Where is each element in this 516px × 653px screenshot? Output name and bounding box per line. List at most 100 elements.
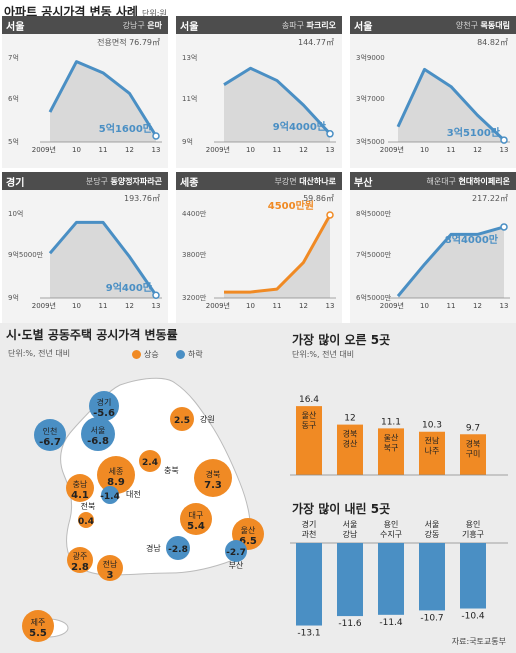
end-point xyxy=(326,130,334,138)
x-tick-label: 13 xyxy=(326,146,335,154)
region-name: 경북 xyxy=(206,469,221,479)
x-tick-label: 10 xyxy=(420,146,429,154)
korea-map: 경기-5.6 인천-6.7 서울-6.8 2.5 강원 2.4 충북 세종8.9 충남4.1 -1… xyxy=(22,377,264,642)
x-tick-label: 2009년 xyxy=(380,145,404,154)
down-bar-label: 경기 xyxy=(302,519,317,529)
up-bar-label: 경북 xyxy=(466,438,481,448)
x-tick-label: 12 xyxy=(473,146,482,154)
x-tick-label: 11 xyxy=(273,146,282,154)
series-line xyxy=(396,67,506,142)
region-name: 경기 xyxy=(97,397,112,407)
panel-district: 송파구 xyxy=(281,21,304,30)
top5-up-title: 가장 많이 오른 5곳 xyxy=(292,333,391,347)
x-tick-label: 2009년 xyxy=(32,301,56,310)
region-value: 5.4 xyxy=(187,521,205,532)
panel-apartment: 동양정자파라곤 xyxy=(110,177,162,186)
panel-area: 84.82㎡ xyxy=(477,38,508,47)
panel-region: 부산 xyxy=(354,178,373,189)
region-name: 대구 xyxy=(189,511,204,520)
series-line xyxy=(48,220,158,297)
region-bubble xyxy=(78,512,94,528)
top5-up-unit: 단위:%, 전년 대비 xyxy=(292,350,355,359)
top5-down-title: 가장 많이 내린 5곳 xyxy=(292,502,391,516)
panel-place: 강남구 은마 xyxy=(123,20,162,31)
down-bar-label: 용인 xyxy=(384,519,399,529)
y-tick-label: 3억5000 xyxy=(356,138,385,146)
y-tick-label: 13억 xyxy=(182,54,197,62)
series-line xyxy=(224,214,332,294)
region-bubble xyxy=(66,474,94,502)
panel-apartment: 목동대림 xyxy=(480,21,510,30)
region-bubble xyxy=(139,450,161,472)
panel-district: 분당구 xyxy=(85,177,108,186)
y-tick-label: 6억 xyxy=(8,95,19,103)
region-name: 전남 xyxy=(103,559,118,569)
panel-district: 양천구 xyxy=(455,21,478,30)
region-name: 충북 xyxy=(164,466,179,475)
y-tick-label: 6억5000만 xyxy=(356,293,392,302)
panel-area: 59.86㎡ xyxy=(303,194,334,203)
region-name: 전북 xyxy=(81,501,96,511)
line-chart: 13억 11억 9억 2009년 10 11 12 13 9억4000만 xyxy=(182,54,336,154)
end-point xyxy=(152,291,160,299)
area-fill xyxy=(398,69,504,142)
region-name: 부산 xyxy=(229,560,244,570)
down-bar-label: 기흥구 xyxy=(462,529,484,539)
down-bar-value: -13.1 xyxy=(297,629,320,639)
panel-district: 강남구 xyxy=(122,21,145,30)
x-tick-label: 13 xyxy=(500,302,509,310)
region-bubble xyxy=(34,419,66,451)
y-tick-label: 9억 xyxy=(182,138,193,146)
up-bar xyxy=(296,406,322,475)
up-bar-label: 동구 xyxy=(302,421,317,430)
y-tick-label: 4400만 xyxy=(182,209,207,218)
panel-header xyxy=(2,172,168,190)
region-name: 충남 xyxy=(73,480,88,489)
area-fill xyxy=(224,214,330,298)
area-fill xyxy=(50,61,156,142)
legend-up-dot xyxy=(132,350,141,359)
region-name: 광주 xyxy=(73,551,88,561)
x-tick-label: 12 xyxy=(473,302,482,310)
region-name: 서울 xyxy=(91,426,106,435)
unit-label: 단위:원 xyxy=(141,9,167,18)
region-name: 경남 xyxy=(146,543,161,553)
x-tick-label: 13 xyxy=(500,146,509,154)
x-tick-label: 11 xyxy=(273,302,282,310)
x-tick-label: 12 xyxy=(125,302,134,310)
x-tick-label: 12 xyxy=(125,146,134,154)
panel-region: 서울 xyxy=(180,22,199,33)
y-tick-label: 7억 xyxy=(8,54,19,62)
end-point xyxy=(500,136,508,144)
price-panel: 부산 해운대구 현대하이페리온 217.22㎡ 8억5000만 7억5000만 6억500… xyxy=(350,172,516,324)
x-tick-label: 10 xyxy=(420,302,429,310)
up-bar-label: 경산 xyxy=(343,439,358,449)
x-tick-label: 12 xyxy=(299,302,308,310)
down-bar-label: 강동 xyxy=(425,529,440,539)
down-bar xyxy=(460,543,486,609)
panel-place: 송파구 파크리오 xyxy=(282,20,336,31)
panel-area: 193.76㎡ xyxy=(124,194,160,203)
region-value: 8.9 xyxy=(107,477,125,488)
region-name: 제주 xyxy=(31,618,46,627)
region-value: 2.8 xyxy=(71,562,89,573)
region-bubble xyxy=(101,486,119,504)
legend-down-label: 하락 xyxy=(188,350,203,359)
panel-place: 해운대구 현대하이페리온 xyxy=(426,176,510,187)
series-line xyxy=(223,66,332,135)
y-tick-label: 3억7000 xyxy=(356,95,385,103)
region-bubble xyxy=(166,536,190,560)
price-panel: 서울 양천구 목동대림 84.82㎡ 3억9000 3억7000 3억5000 2009년 1… xyxy=(350,16,516,168)
panel-apartment: 은마 xyxy=(147,21,162,30)
panel-place: 분당구 동양정자파라곤 xyxy=(86,176,162,187)
x-tick-label: 10 xyxy=(72,146,81,154)
highlight-value: 3억5100만 xyxy=(447,126,501,139)
x-tick-label: 2009년 xyxy=(380,301,404,310)
up-bar-label: 경북 xyxy=(343,429,358,439)
region-value: 0.4 xyxy=(78,517,94,527)
down-bar-label: 강남 xyxy=(343,529,358,539)
y-tick-label: 5억 xyxy=(8,138,19,146)
region-value: 6.5 xyxy=(239,536,257,547)
y-tick-label: 9억 xyxy=(8,294,19,302)
region-name: 강원 xyxy=(200,414,215,424)
